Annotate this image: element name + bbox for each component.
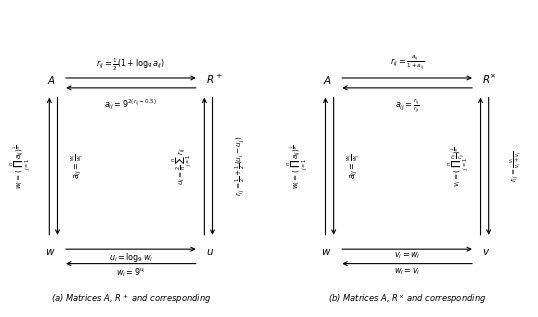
Text: $R^+$: $R^+$ xyxy=(206,73,223,86)
Text: $w_i = (\prod_{j=1}^{n} a_{ij})^{\frac{1}{n}}$: $w_i = (\prod_{j=1}^{n} a_{ij})^{\frac{1… xyxy=(9,144,33,189)
Text: $w_i = v_i$: $w_i = v_i$ xyxy=(394,267,420,277)
Text: $r_{ij} = \frac{1}{2} + \frac{1}{2}(u_i - u_j)$: $r_{ij} = \frac{1}{2} + \frac{1}{2}(u_i … xyxy=(233,136,248,197)
Text: $r_{ij} = \frac{a_{ij}}{1+a_{ij}}$: $r_{ij} = \frac{a_{ij}}{1+a_{ij}}$ xyxy=(390,55,424,74)
Text: $a_{ij} = \frac{w_i}{w_j}$: $a_{ij} = \frac{w_i}{w_j}$ xyxy=(345,153,362,179)
Text: $u$: $u$ xyxy=(206,247,214,257)
Text: $u_i = \frac{2}{n}\sum_{j=1}^{n} r_{ij}$: $u_i = \frac{2}{n}\sum_{j=1}^{n} r_{ij}$ xyxy=(171,147,194,185)
Text: $v_i = w_i$: $v_i = w_i$ xyxy=(394,251,420,261)
Text: $v$: $v$ xyxy=(483,247,491,257)
Text: $a_{ij} = \frac{r_{ij}}{r_{ji}}$: $a_{ij} = \frac{r_{ij}}{r_{ji}}$ xyxy=(395,97,420,116)
Text: $A$: $A$ xyxy=(323,74,332,86)
Text: $w$: $w$ xyxy=(45,247,55,257)
Text: $r_{ij} = \frac{1}{2}(1 + \log_9 a_{ij})$: $r_{ij} = \frac{1}{2}(1 + \log_9 a_{ij})… xyxy=(96,57,166,74)
Text: $w$: $w$ xyxy=(321,247,332,257)
Text: (a) Matrices $A$, $R^+$ and corresponding: (a) Matrices $A$, $R^+$ and correspondin… xyxy=(51,293,211,306)
Text: (b) Matrices $A$, $R^{\times}$ and corresponding: (b) Matrices $A$, $R^{\times}$ and corre… xyxy=(328,293,486,306)
Text: $w_i = (\prod_{j=1}^{n} a_{ij})^{\frac{1}{n}}$: $w_i = (\prod_{j=1}^{n} a_{ij})^{\frac{1… xyxy=(285,144,309,189)
Text: $A$: $A$ xyxy=(47,74,55,86)
Text: $R^{\times}$: $R^{\times}$ xyxy=(483,73,498,86)
Text: $u_i = \log_9 w_i$: $u_i = \log_9 w_i$ xyxy=(109,251,153,264)
Text: $v_i = (\prod_{j=1}^{n} \frac{r_{ij}}{r_{ji}})^{\frac{1}{n}}$: $v_i = (\prod_{j=1}^{n} \frac{r_{ij}}{r_… xyxy=(446,146,471,187)
Text: $r_{ij} = \frac{v_i}{v_i+v_j}$: $r_{ij} = \frac{v_i}{v_i+v_j}$ xyxy=(509,151,525,182)
Text: $a_{ij} = 9^{2(r_{ij}-0.5)}$: $a_{ij} = 9^{2(r_{ij}-0.5)}$ xyxy=(104,97,158,112)
Text: $a_{ij} = \frac{w_i}{w_j}$: $a_{ij} = \frac{w_i}{w_j}$ xyxy=(69,153,86,179)
Text: $w_i = 9^{u_i}$: $w_i = 9^{u_i}$ xyxy=(116,267,146,279)
